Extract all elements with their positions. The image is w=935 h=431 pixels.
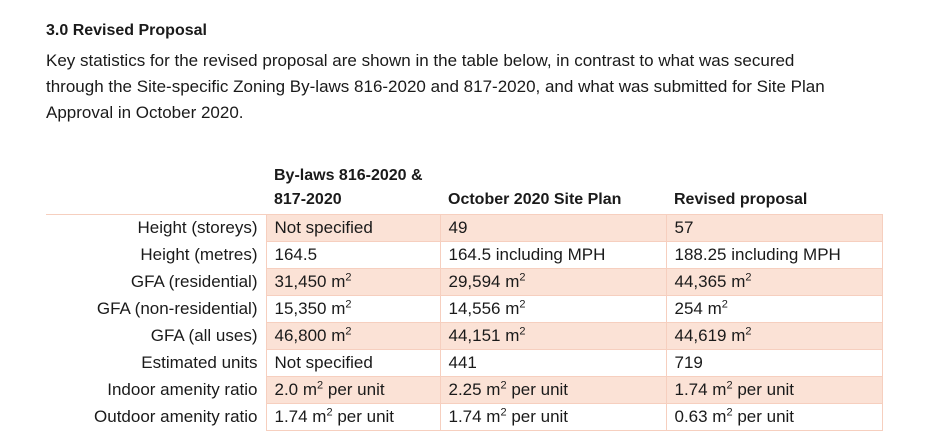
unit-superscript: 2 — [726, 379, 733, 392]
cell-value: 1.74 m — [448, 407, 501, 426]
cell-october: 44,151 m2 — [439, 322, 667, 350]
cell-value-suffix: per unit — [323, 380, 385, 399]
cell-bylaws: Not specified — [265, 349, 441, 377]
cell-october: 164.5 including MPH — [439, 241, 667, 269]
cell-value: Not specified — [274, 218, 373, 237]
cell-bylaws: 164.5 — [265, 241, 441, 269]
unit-superscript: 2 — [721, 298, 728, 311]
cell-revised: 44,619 m2 — [665, 322, 883, 350]
cell-value: 254 m — [674, 299, 722, 318]
cell-october: 14,556 m2 — [439, 295, 667, 323]
intro-paragraph: Key statistics for the revised proposal … — [46, 51, 825, 122]
cell-value: 29,594 m — [448, 272, 520, 291]
unit-superscript: 2 — [500, 406, 507, 419]
unit-superscript: 2 — [519, 298, 526, 311]
cell-value: 49 — [448, 218, 468, 237]
cell-bylaws: 15,350 m2 — [265, 295, 441, 323]
cell-value: 441 — [448, 353, 477, 372]
cell-value-suffix: per unit — [506, 407, 569, 426]
cell-bylaws: 2.0 m2 per unit — [265, 376, 441, 404]
cell-value: 15,350 m — [274, 299, 346, 318]
row-label: GFA (non-residential) — [96, 299, 258, 318]
table-row: Outdoor amenity ratio 1.74 m2 per unit 1.7… — [46, 403, 883, 431]
unit-superscript: 2 — [317, 379, 324, 392]
unit-superscript: 2 — [519, 325, 526, 338]
row-label: GFA (residential) — [130, 272, 258, 291]
table-row: Height (metres) 164.5 164.5 including MPH 1… — [46, 241, 883, 269]
cell-october: 2.25 m2 per unit — [439, 376, 667, 404]
row-label: Estimated units — [141, 353, 258, 372]
header-bylaws: By-laws 816-2020 & 817-2020 — [274, 167, 423, 208]
cell-value: 164.5 including MPH — [448, 245, 606, 264]
unit-superscript: 2 — [726, 406, 733, 419]
table-row: GFA (all uses) 46,800 m2 44,151 m2 44,619 m… — [46, 322, 883, 350]
cell-value-suffix: per unit — [732, 407, 795, 426]
cell-october: 29,594 m2 — [439, 268, 667, 296]
cell-revised: 0.63 m2 per unit — [665, 403, 883, 431]
unit-superscript: 2 — [345, 271, 352, 284]
cell-revised: 719 — [665, 349, 883, 377]
table-row: Height (storeys) Not specified 49 57 — [46, 214, 883, 242]
row-label: Height (metres) — [140, 245, 258, 264]
cell-value: Not specified — [274, 353, 373, 372]
key-statistics-table: By-laws 816-2020 & 817-2020 October 2020… — [46, 160, 883, 431]
cell-value: 2.25 m — [448, 380, 501, 399]
cell-value: 188.25 including MPH — [674, 245, 841, 264]
document-section: 3.0 Revised Proposal Key statistics for … — [46, 20, 906, 126]
unit-superscript: 2 — [345, 325, 352, 338]
row-label: Indoor amenity ratio — [107, 380, 258, 399]
unit-superscript: 2 — [519, 271, 526, 284]
unit-superscript: 2 — [745, 271, 752, 284]
table-row: Estimated units Not specified 441 719 — [46, 349, 883, 377]
cell-value: 46,800 m — [274, 326, 346, 345]
cell-value: 44,619 m — [674, 326, 746, 345]
table-row: GFA (non-residential) 15,350 m2 14,556 m2 2… — [46, 295, 883, 323]
cell-value: 31,450 m — [274, 272, 346, 291]
cell-revised: 44,365 m2 — [665, 268, 883, 296]
unit-superscript: 2 — [326, 406, 333, 419]
cell-october: 1.74 m2 per unit — [439, 403, 667, 431]
cell-value: 57 — [674, 218, 694, 237]
table-row: Indoor amenity ratio 2.0 m2 per unit 2.25 … — [46, 376, 883, 404]
cell-value: 164.5 — [274, 245, 318, 264]
cell-october: 49 — [439, 214, 667, 242]
cell-value: 1.74 m — [674, 380, 727, 399]
cell-revised: 1.74 m2 per unit — [665, 376, 883, 404]
cell-value: 1.74 m — [274, 407, 327, 426]
cell-bylaws: 31,450 m2 — [265, 268, 441, 296]
unit-superscript: 2 — [345, 298, 352, 311]
cell-value-suffix: per unit — [332, 407, 395, 426]
unit-superscript: 2 — [745, 325, 752, 338]
cell-value: 44,151 m — [448, 326, 520, 345]
row-label: GFA (all uses) — [150, 326, 258, 345]
table-row: GFA (residential) 31,450 m2 29,594 m2 44,36… — [46, 268, 883, 296]
cell-value-suffix: per unit — [732, 380, 795, 399]
cell-revised: 57 — [665, 214, 883, 242]
unit-superscript: 2 — [500, 379, 507, 392]
cell-revised: 254 m2 — [665, 295, 883, 323]
cell-october: 441 — [439, 349, 667, 377]
header-revised-proposal: Revised proposal — [674, 191, 808, 208]
cell-revised: 188.25 including MPH — [665, 241, 883, 269]
cell-bylaws: 1.74 m2 per unit — [265, 403, 441, 431]
cell-value: 719 — [674, 353, 703, 372]
section-heading: 3.0 Revised Proposal — [46, 22, 207, 39]
cell-bylaws: 46,800 m2 — [265, 322, 441, 350]
cell-bylaws: Not specified — [265, 214, 441, 242]
cell-value: 0.63 m — [674, 407, 727, 426]
row-label: Height (storeys) — [46, 214, 266, 242]
row-label: Outdoor amenity ratio — [94, 407, 258, 426]
header-label-column — [46, 160, 266, 215]
cell-value: 44,365 m — [674, 272, 746, 291]
cell-value-suffix: per unit — [506, 380, 569, 399]
header-october-site-plan: October 2020 Site Plan — [448, 191, 622, 208]
table-header-row: By-laws 816-2020 & 817-2020 October 2020… — [46, 160, 882, 215]
cell-value: 2.0 m — [274, 380, 318, 399]
cell-value: 14,556 m — [448, 299, 520, 318]
